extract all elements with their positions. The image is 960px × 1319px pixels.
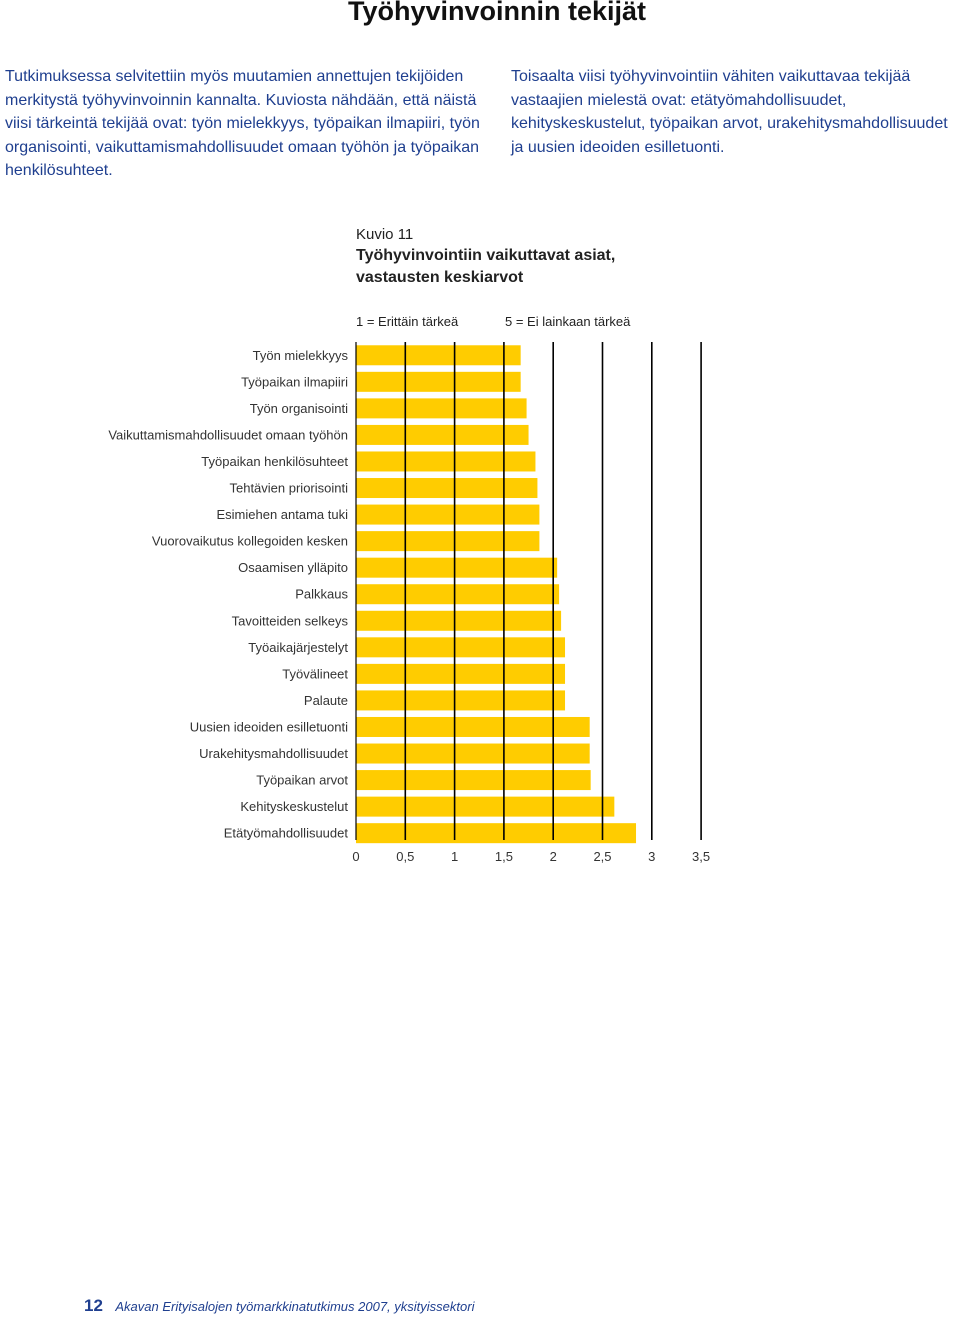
category-label: Työn organisointi xyxy=(250,401,348,416)
bar xyxy=(356,398,527,419)
x-tick-label: 2 xyxy=(550,849,557,864)
figure-title: Työhyvinvointiin vaikuttavat asiat, vast… xyxy=(356,247,616,286)
bar xyxy=(356,424,529,445)
category-label: Uusien ideoiden esilletuonti xyxy=(190,719,348,734)
intro-paragraph-right: Toisaalta viisi työhyvinvointiin vähiten… xyxy=(511,68,948,156)
publication-name: Akavan Erityisalojen työmarkkinatutkimus… xyxy=(115,1299,475,1314)
scale-note-left: 1 = Erittäin tärkeä xyxy=(356,314,459,329)
bar xyxy=(356,451,536,472)
figure-caption: Kuvio 11 Työhyvinvointiin vaikuttavat as… xyxy=(356,225,656,289)
figure-number: Kuvio 11 xyxy=(356,226,414,243)
bar xyxy=(356,716,590,737)
x-tick-label: 3 xyxy=(648,849,655,864)
bar xyxy=(356,743,590,764)
bar xyxy=(356,796,615,817)
category-label: Työpaikan arvot xyxy=(256,773,348,788)
x-tick-label: 3,5 xyxy=(692,849,710,864)
category-label: Työn mielekkyys xyxy=(253,348,349,363)
category-label: Työpaikan henkilösuhteet xyxy=(201,454,348,469)
page-title: Työhyvinvoinnin tekijät xyxy=(348,0,647,26)
bar xyxy=(356,557,558,578)
category-label: Tehtävien priorisointi xyxy=(229,481,348,496)
bar-chart: Työn mielekkyys Työpaikan ilmapiiri Työn o… xyxy=(108,342,710,864)
x-tick-label: 1,5 xyxy=(495,849,513,864)
category-label: Etätyömahdollisuudet xyxy=(224,826,349,841)
bar xyxy=(356,371,521,392)
category-label: Palaute xyxy=(304,693,348,708)
category-label: Työaikajärjestelyt xyxy=(248,640,348,655)
bar xyxy=(356,531,540,552)
bar xyxy=(356,663,566,684)
category-label: Työpaikan ilmapiiri xyxy=(241,374,348,389)
page-number: 12 xyxy=(84,1296,103,1315)
bar xyxy=(356,478,538,499)
bar xyxy=(356,770,591,791)
category-label: Urakehitysmahdollisuudet xyxy=(199,746,348,761)
bar xyxy=(356,345,521,366)
category-label: Vuorovaikutus kollegoiden kesken xyxy=(152,534,348,549)
bar xyxy=(356,504,540,525)
x-tick-label: 0 xyxy=(352,849,359,864)
category-label: Työvälineet xyxy=(282,666,348,681)
category-label: Kehityskeskustelut xyxy=(240,799,348,814)
bar xyxy=(356,690,566,711)
scale-note-right: 5 = Ei lainkaan tärkeä xyxy=(505,314,631,329)
x-tick-label: 2,5 xyxy=(593,849,611,864)
x-tick-label: 0,5 xyxy=(396,849,414,864)
bar xyxy=(356,610,562,631)
category-label: Palkkaus xyxy=(295,587,348,602)
page-footer: 12 Akavan Erityisalojen työmarkkinatutki… xyxy=(84,1296,474,1316)
category-label: Tavoitteiden selkeys xyxy=(232,613,349,628)
category-label: Esimiehen antama tuki xyxy=(216,507,348,522)
intro-paragraph-left: Tutkimuksessa selvitettiin myös muutamie… xyxy=(5,68,480,179)
bar xyxy=(356,823,637,844)
x-tick-label: 1 xyxy=(451,849,458,864)
bar xyxy=(356,584,560,605)
category-label: Osaamisen ylläpito xyxy=(238,560,348,575)
bar xyxy=(356,637,566,658)
category-label: Vaikuttamismahdollisuudet omaan työhön xyxy=(108,427,348,442)
